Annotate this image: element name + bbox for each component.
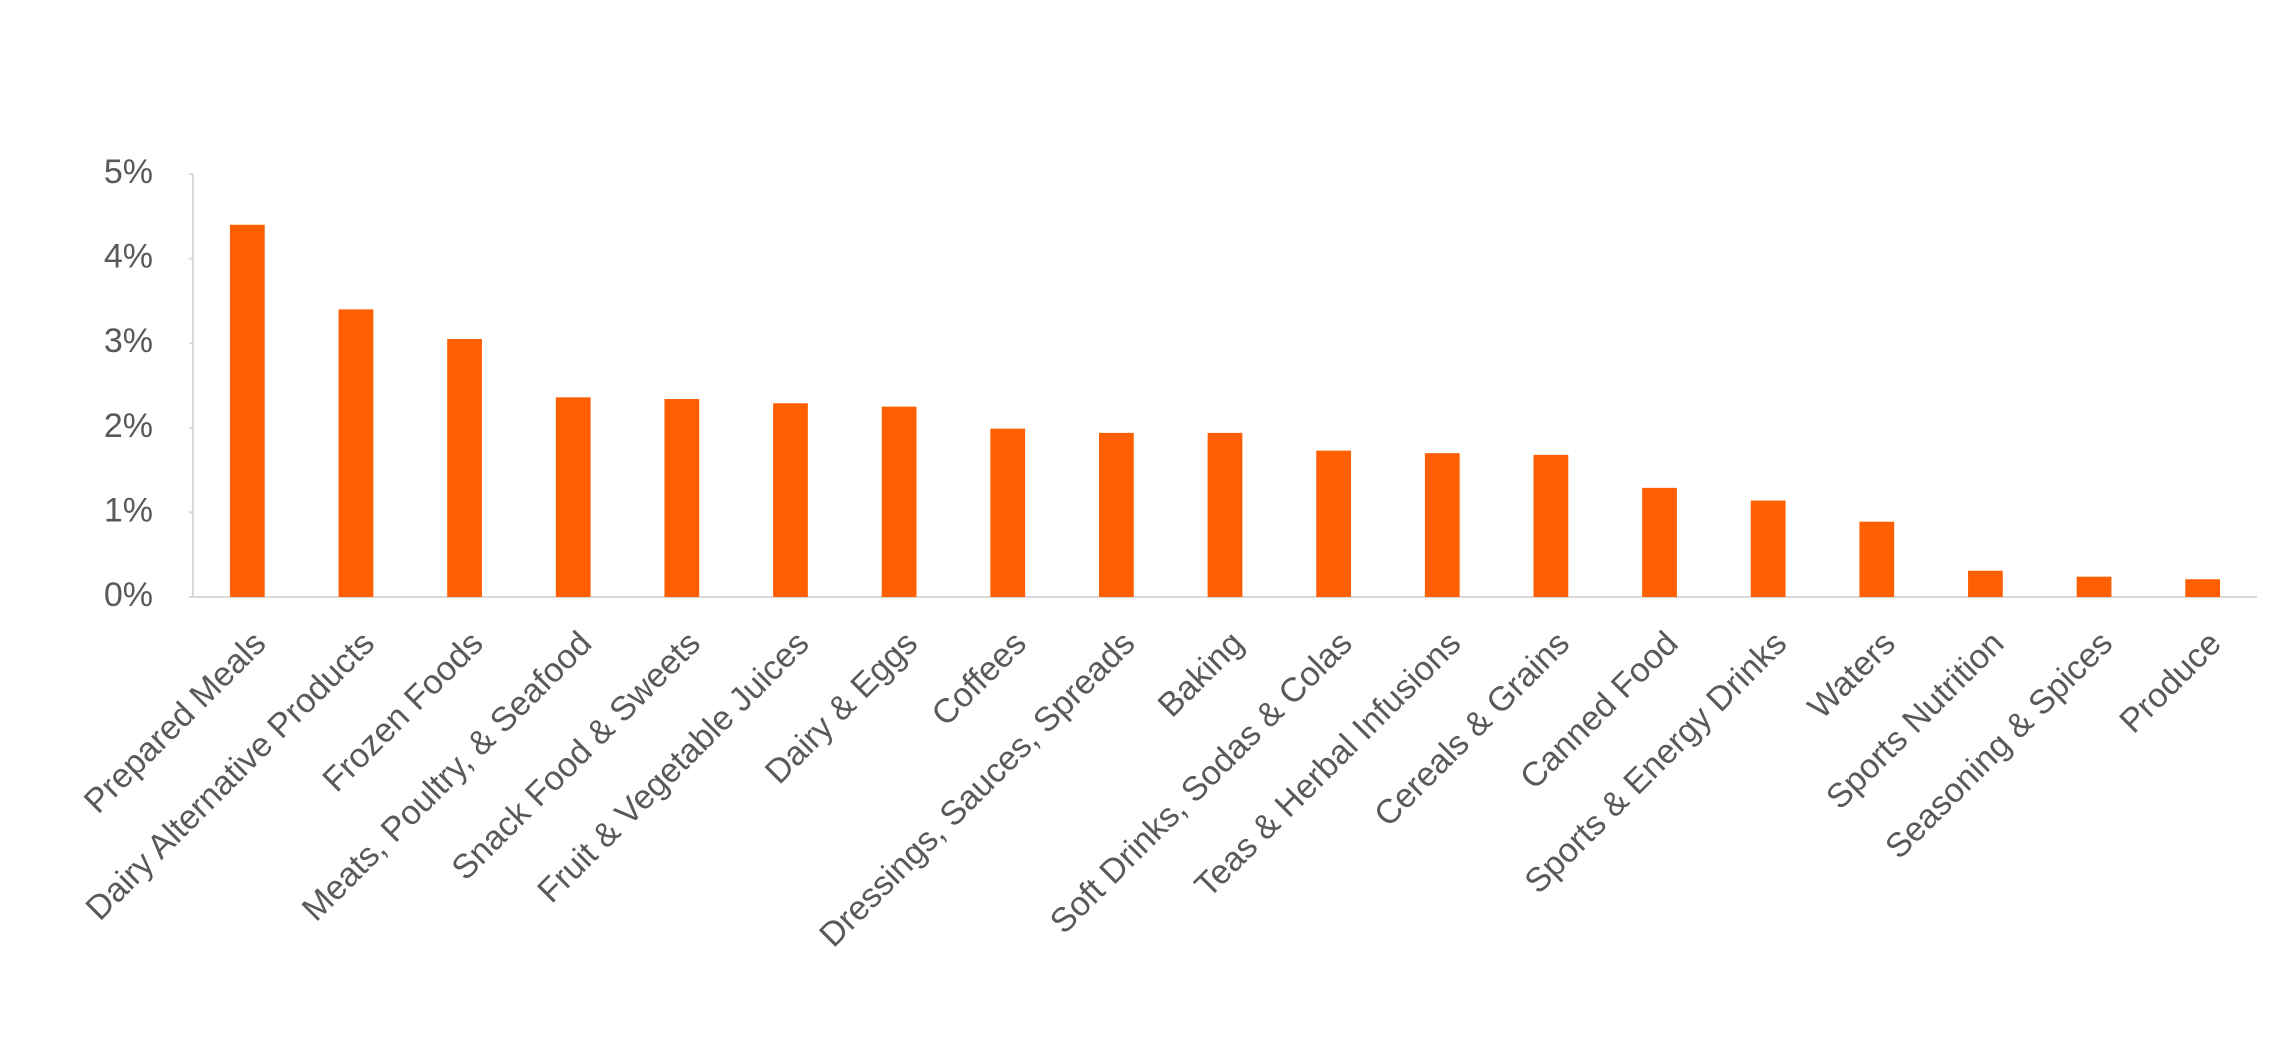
bar xyxy=(773,403,808,597)
y-tick-label: 0% xyxy=(104,576,153,614)
x-tick-label: Cereals & Grains xyxy=(1367,624,1577,834)
x-tick-label: Baking xyxy=(1151,624,1251,724)
bar xyxy=(2185,579,2221,597)
bar xyxy=(1859,521,1895,597)
bar xyxy=(1642,487,1677,597)
x-tick-label: Waters xyxy=(1801,624,1903,726)
bar xyxy=(1098,432,1134,597)
y-tick-label: 2% xyxy=(104,407,153,445)
bar xyxy=(2076,576,2112,597)
bar xyxy=(881,406,917,597)
x-tick-label: Prepared Meals xyxy=(77,624,274,821)
bar xyxy=(338,309,374,597)
bar xyxy=(1750,500,1786,597)
x-tick-label: Coffees xyxy=(924,624,1033,733)
x-tick-label: Produce xyxy=(2112,624,2228,740)
bar xyxy=(1424,453,1460,597)
y-tick-label: 1% xyxy=(104,491,153,529)
bar xyxy=(664,399,700,597)
bar xyxy=(1316,450,1352,597)
bar xyxy=(555,397,591,597)
y-tick-label: 3% xyxy=(104,322,153,360)
bar xyxy=(1207,432,1243,597)
bar xyxy=(447,338,482,597)
y-tick-label: 5% xyxy=(104,153,153,191)
bar xyxy=(1533,454,1569,597)
bar xyxy=(990,428,1026,597)
bar xyxy=(229,224,265,597)
bar xyxy=(1968,570,2003,597)
y-tick-label: 4% xyxy=(104,238,153,276)
